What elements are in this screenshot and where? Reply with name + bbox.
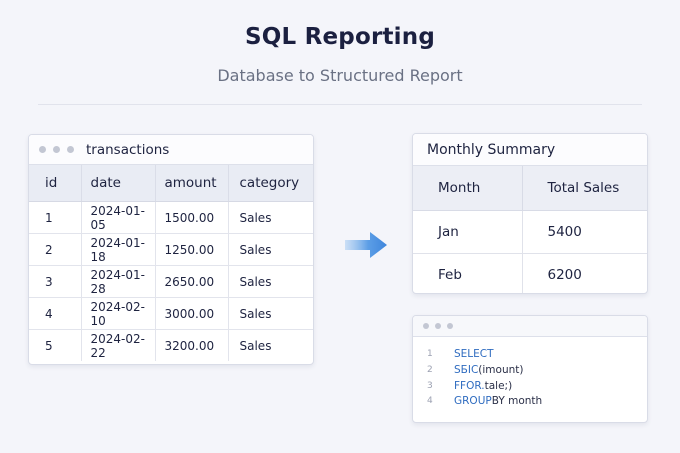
- code-line: 1 SELECT: [427, 347, 647, 363]
- cell-category: Sales: [228, 297, 313, 330]
- code-line: 3 FFOR. tale;): [427, 379, 647, 395]
- sql-text: (imount): [478, 363, 524, 376]
- monthly-summary-title: Monthly Summary: [427, 141, 556, 158]
- line-number: 1: [427, 349, 433, 359]
- sql-keyword: SELECT: [454, 348, 494, 360]
- window-dot-icon: [423, 323, 429, 329]
- table-row: 2 2024-01-18 1250.00 Sales: [29, 233, 313, 266]
- window-dot-icon: [53, 146, 60, 153]
- line-number: 4: [427, 396, 433, 407]
- monthly-summary-panel: Monthly Summary Month Total Sales Jan 54…: [412, 133, 648, 294]
- cell-amount: 1250.00: [155, 233, 229, 266]
- column-header-total-sales: Total Sales: [522, 166, 647, 211]
- cell-category: Sales: [228, 201, 313, 234]
- page-title: SQL Reporting: [244, 24, 435, 50]
- sql-keyword: SБIC: [454, 363, 479, 376]
- transactions-title: transactions: [86, 141, 170, 158]
- cell-amount: 3200.00: [155, 329, 229, 361]
- table-header-row: id date amount category: [29, 165, 313, 202]
- column-header-category: category: [228, 165, 313, 202]
- cell-id: 1: [29, 201, 82, 234]
- sql-text: tale;): [484, 379, 513, 392]
- cell-month: Jan: [413, 210, 523, 254]
- window-dot-icon: [435, 323, 441, 329]
- column-header-month: Month: [413, 166, 523, 211]
- code-body: 1 SELECT 2 SБIC (imount) 3 FFOR. tale;) …: [413, 337, 647, 410]
- cell-total-sales: 6200: [547, 267, 582, 283]
- code-panel-header: [413, 316, 647, 337]
- table-row: 4 2024-02-10 3000.00 Sales: [29, 297, 313, 330]
- transactions-panel: transactions id date amount category 1 2…: [28, 134, 314, 365]
- cell-id: 2: [29, 233, 82, 266]
- table-row: Feb 6200: [413, 253, 647, 293]
- line-number: 3: [427, 380, 433, 391]
- cell-id: 5: [29, 329, 82, 361]
- cell-date: 2024-01-18: [81, 233, 156, 266]
- table-header-row: Month Total Sales: [413, 166, 647, 211]
- column-header-amount: amount: [155, 165, 229, 202]
- transactions-header: transactions: [29, 135, 313, 165]
- cell-category: Sales: [228, 265, 313, 298]
- sql-keyword: GROUP: [454, 395, 492, 408]
- cell-id: 3: [29, 265, 82, 298]
- cell-category: Sales: [239, 338, 272, 353]
- cell-date: 2024-01-05: [81, 201, 156, 234]
- cell-category: Sales: [228, 233, 313, 266]
- cell-amount: 1500.00: [155, 201, 229, 234]
- cell-total-sales: 5400: [522, 210, 647, 254]
- window-dot-icon: [39, 146, 46, 153]
- transactions-table: id date amount category 1 2024-01-05 150…: [29, 165, 313, 361]
- cell-date: 2024-02-22: [81, 329, 156, 361]
- table-row: 3 2024-01-28 2650.00 Sales: [29, 265, 313, 298]
- right-arrow-icon: [345, 232, 387, 258]
- window-dot-icon: [447, 323, 453, 329]
- sql-code-panel: 1 SELECT 2 SБIC (imount) 3 FFOR. tale;) …: [412, 315, 648, 423]
- code-line: 2 SБIC (imount): [427, 363, 647, 379]
- code-line: 4 GROUP BY month: [427, 394, 647, 410]
- column-header-date: date: [81, 165, 156, 202]
- cell-month: Feb: [413, 253, 523, 293]
- table-row: 1 2024-01-05 1500.00 Sales: [29, 201, 313, 234]
- monthly-summary-table: Month Total Sales Jan 5400 Feb 6200: [413, 166, 647, 293]
- cell-date: 2024-02-10: [81, 297, 156, 330]
- column-header-id: id: [29, 165, 82, 202]
- cell-date: 2024-01-28: [81, 265, 156, 298]
- cell-amount: 2650.00: [155, 265, 229, 298]
- table-row: 5 2024-02-22 3200.00 Sales: [29, 329, 313, 361]
- monthly-summary-header: Monthly Summary: [413, 134, 647, 166]
- sql-text: BY month: [491, 395, 543, 408]
- table-row: Jan 5400: [413, 210, 647, 254]
- divider: [38, 104, 642, 105]
- window-dot-icon: [67, 146, 74, 153]
- page-subtitle: Database to Structured Report: [217, 66, 463, 85]
- cell-amount: 3000.00: [155, 297, 229, 330]
- sql-keyword: FFOR.: [454, 379, 485, 392]
- cell-id: 4: [29, 297, 82, 330]
- line-number: 2: [427, 364, 433, 375]
